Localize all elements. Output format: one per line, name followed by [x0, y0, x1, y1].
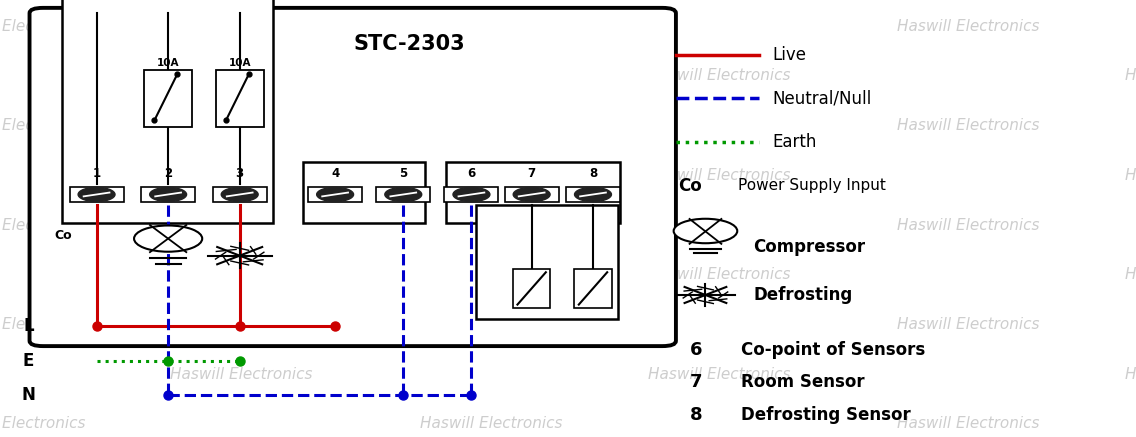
Circle shape — [385, 187, 421, 201]
Text: Haswill Electronics: Haswill Electronics — [0, 118, 85, 133]
Text: Haswill Electronics: Haswill Electronics — [1125, 367, 1136, 382]
Bar — [216, 70, 264, 127]
Text: L: L — [23, 316, 34, 335]
Text: Haswill Electronics: Haswill Electronics — [897, 416, 1039, 431]
Text: Haswill Electronics: Haswill Electronics — [420, 317, 562, 332]
Text: 6: 6 — [690, 340, 703, 359]
Text: N: N — [22, 386, 35, 405]
Text: Haswill Electronics: Haswill Electronics — [170, 367, 312, 382]
Text: 4: 4 — [331, 167, 340, 180]
Circle shape — [575, 187, 611, 201]
Bar — [446, 162, 620, 223]
Text: Haswill Electronics: Haswill Electronics — [0, 317, 85, 332]
Text: 5: 5 — [399, 167, 408, 180]
FancyBboxPatch shape — [30, 8, 676, 346]
Text: Haswill Electronics: Haswill Electronics — [1125, 69, 1136, 83]
Text: STC-2303: STC-2303 — [353, 34, 465, 54]
Text: Haswill Electronics: Haswill Electronics — [0, 218, 85, 232]
Bar — [69, 187, 124, 202]
Bar — [444, 187, 499, 202]
Text: Haswill Electronics: Haswill Electronics — [1125, 267, 1136, 282]
Bar — [212, 187, 267, 202]
Text: Haswill Electronics: Haswill Electronics — [420, 19, 562, 34]
Text: 8: 8 — [690, 406, 703, 424]
Bar — [575, 269, 612, 308]
Text: Room Sensor: Room Sensor — [741, 373, 864, 392]
Text: Haswill Electronics: Haswill Electronics — [648, 267, 790, 282]
Text: Haswill Electronics: Haswill Electronics — [897, 19, 1039, 34]
Text: 2: 2 — [164, 167, 173, 180]
Circle shape — [150, 187, 186, 201]
Text: Compressor: Compressor — [753, 238, 866, 256]
Text: Haswill Electronics: Haswill Electronics — [0, 19, 85, 34]
Text: Co: Co — [678, 177, 702, 195]
Bar — [141, 187, 195, 202]
Text: Power Supply Input: Power Supply Input — [738, 178, 886, 193]
Bar — [62, 0, 273, 223]
Circle shape — [222, 187, 258, 201]
Text: Earth: Earth — [772, 133, 817, 151]
Text: Haswill Electronics: Haswill Electronics — [420, 416, 562, 431]
Text: 7: 7 — [690, 373, 703, 392]
Text: Haswill Electronics: Haswill Electronics — [648, 69, 790, 83]
Bar — [303, 162, 425, 223]
Bar — [476, 205, 618, 319]
Text: Co-point of Sensors: Co-point of Sensors — [741, 340, 925, 359]
Text: 7: 7 — [527, 167, 536, 180]
Text: Haswill Electronics: Haswill Electronics — [648, 168, 790, 183]
Text: 3: 3 — [235, 167, 244, 180]
Bar — [513, 269, 551, 308]
Text: Haswill Electronics: Haswill Electronics — [648, 367, 790, 382]
Text: Haswill Electronics: Haswill Electronics — [170, 267, 312, 282]
Bar — [376, 187, 431, 202]
Text: Haswill Electronics: Haswill Electronics — [420, 218, 562, 232]
Text: 10A: 10A — [157, 58, 179, 68]
Bar — [144, 70, 192, 127]
Bar — [504, 187, 559, 202]
Text: Haswill Electronics: Haswill Electronics — [897, 317, 1039, 332]
Text: Haswill Electronics: Haswill Electronics — [170, 168, 312, 183]
Text: Co: Co — [55, 229, 73, 243]
Circle shape — [317, 187, 353, 201]
Text: Haswill Electronics: Haswill Electronics — [170, 69, 312, 83]
Circle shape — [513, 187, 550, 201]
Text: Haswill Electronics: Haswill Electronics — [0, 416, 85, 431]
Text: Defrosting Sensor: Defrosting Sensor — [741, 406, 910, 424]
Text: 6: 6 — [467, 167, 476, 180]
Text: Live: Live — [772, 45, 807, 64]
Text: Haswill Electronics: Haswill Electronics — [897, 218, 1039, 232]
Text: 8: 8 — [588, 167, 598, 180]
Ellipse shape — [134, 225, 202, 252]
Bar — [308, 187, 362, 202]
Text: Haswill Electronics: Haswill Electronics — [420, 118, 562, 133]
Circle shape — [453, 187, 490, 201]
Circle shape — [78, 187, 115, 201]
Text: Neutral/Null: Neutral/Null — [772, 89, 871, 108]
Text: 10A: 10A — [228, 58, 251, 68]
Text: Haswill Electronics: Haswill Electronics — [897, 118, 1039, 133]
Bar — [566, 187, 620, 202]
Text: Haswill Electronics: Haswill Electronics — [1125, 168, 1136, 183]
Text: Defrosting: Defrosting — [753, 286, 852, 304]
Text: 1: 1 — [92, 167, 101, 180]
Ellipse shape — [674, 219, 737, 243]
Text: E: E — [23, 351, 34, 370]
